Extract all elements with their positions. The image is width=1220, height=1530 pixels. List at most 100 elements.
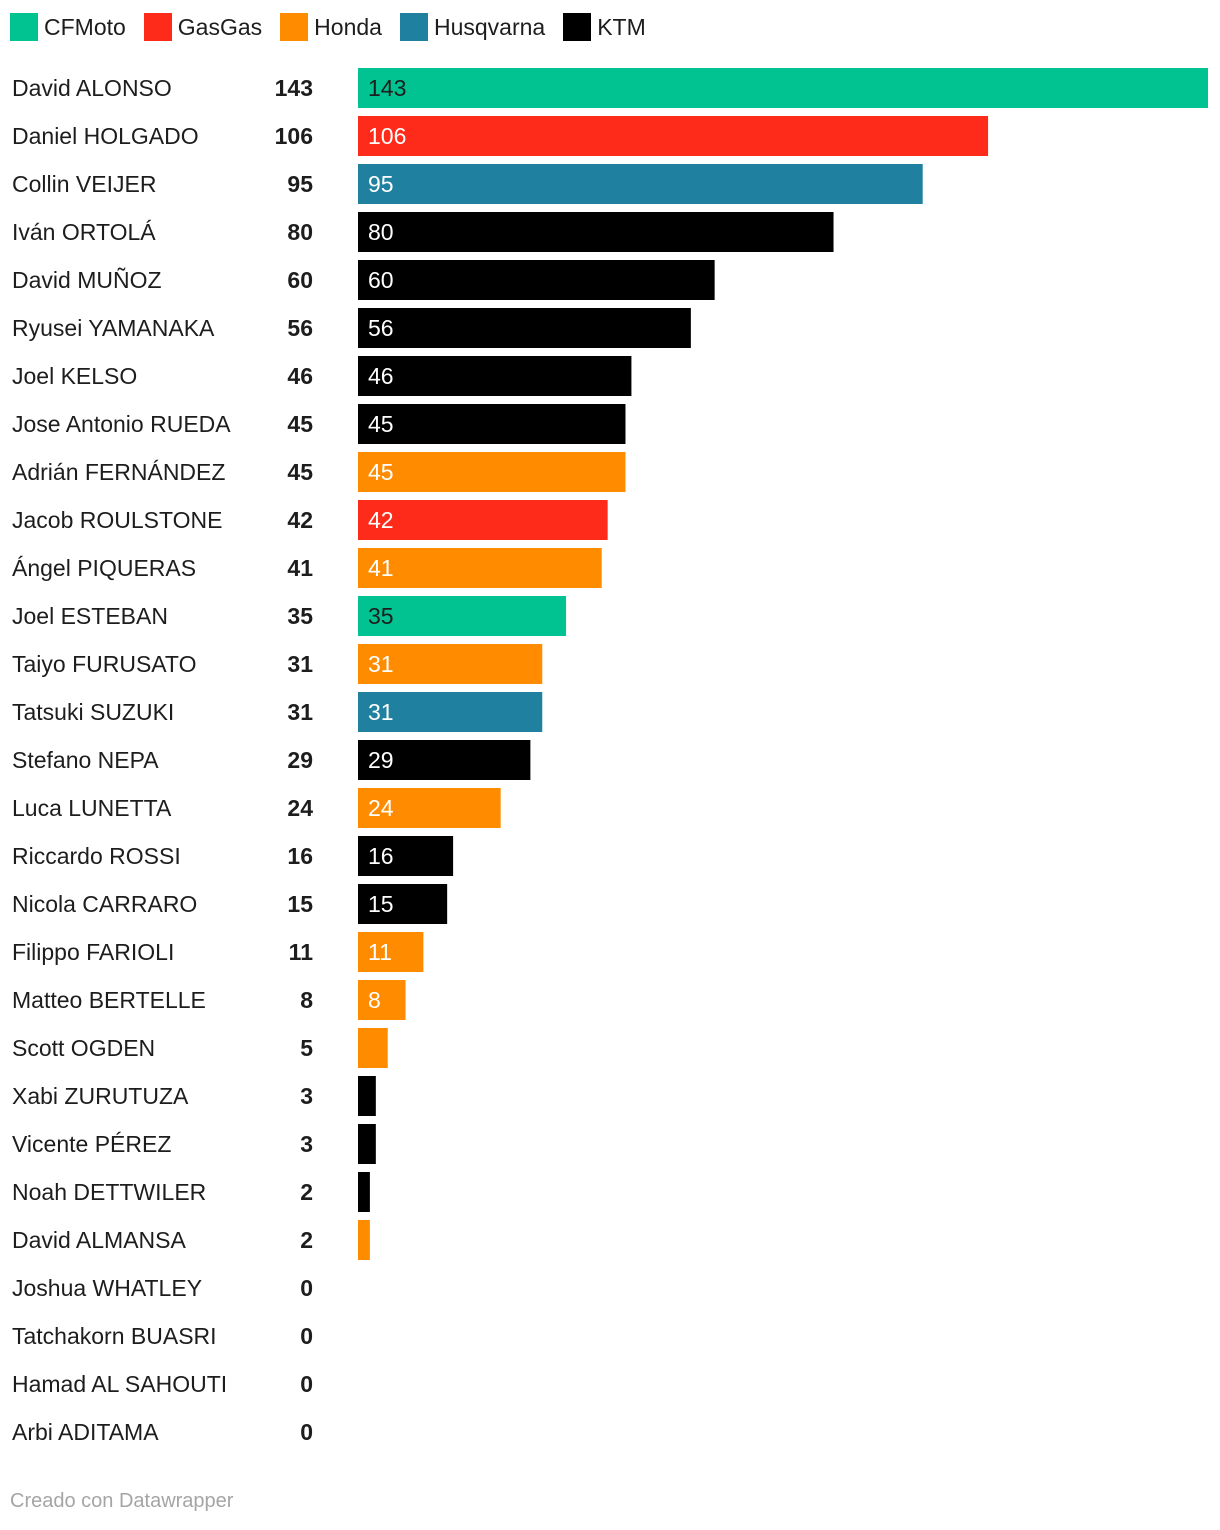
bar (358, 500, 608, 540)
bar (358, 740, 531, 780)
bar (358, 884, 448, 924)
bar (358, 308, 691, 348)
legend-swatch-husqvarna (399, 13, 428, 41)
bar-value-label: 24 (368, 795, 394, 821)
bar (358, 404, 626, 444)
rider-points: 2 (300, 1179, 313, 1205)
bar-value-label: 95 (368, 171, 394, 197)
rider-points: 8 (300, 987, 313, 1013)
rider-name: Joel ESTEBAN (12, 603, 168, 629)
rider-points: 95 (287, 171, 313, 197)
rider-points: 41 (287, 555, 313, 581)
bar-value-label: 56 (368, 315, 394, 341)
legend-swatch-honda (280, 13, 309, 41)
legend-item-gasgas: GasGas (143, 13, 262, 41)
bar-row-ryusei-yamanaka: Ryusei YAMANAKA 56 56 (12, 308, 691, 348)
rider-name: Ryusei YAMANAKA (12, 315, 215, 341)
bar-value-label: 45 (368, 459, 394, 485)
rider-points: 16 (287, 843, 313, 869)
rider-name: Stefano NEPA (12, 747, 159, 773)
rider-name: Adrián FERNÁNDEZ (12, 459, 225, 485)
bar-row-daniel-holgado: Daniel HOLGADO 106 106 (12, 116, 989, 156)
bar-value-label: 15 (368, 891, 394, 917)
bar (358, 596, 567, 636)
rider-name: Luca LUNETTA (12, 795, 172, 821)
bar-row-david-almansa: David ALMANSA 2 (12, 1220, 370, 1260)
bar-row-david-munoz: David MUÑOZ 60 60 (12, 260, 715, 300)
rider-name: Scott OGDEN (12, 1035, 155, 1061)
bar-value-label: 35 (368, 603, 394, 629)
rider-points: 60 (287, 267, 313, 293)
bar-row-adrian-fernandez: Adrián FERNÁNDEZ 45 45 (12, 452, 626, 492)
bar (358, 836, 454, 876)
rider-name: Nicola CARRARO (12, 891, 197, 917)
rider-name: Noah DETTWILER (12, 1179, 206, 1205)
legend-label-honda: Honda (314, 14, 382, 40)
bar-row-stefano-nepa: Stefano NEPA 29 29 (12, 740, 531, 780)
legend-item-honda: Honda (280, 13, 382, 41)
rider-points: 15 (287, 891, 313, 917)
legend-item-husqvarna: Husqvarna (399, 13, 546, 41)
bar-value-label: 16 (368, 843, 394, 869)
rider-name: Arbi ADITAMA (12, 1419, 159, 1445)
rider-points: 5 (300, 1035, 313, 1061)
rider-name: David ALMANSA (12, 1227, 187, 1253)
legend-item-cfmoto: CFMoto (10, 13, 126, 41)
rider-name: Jose Antonio RUEDA (12, 411, 231, 437)
rider-name: Joel KELSO (12, 363, 137, 389)
bar-row-nicola-carraro: Nicola CARRARO 15 15 (12, 884, 448, 924)
rider-points: 31 (287, 651, 313, 677)
rider-name: Joshua WHATLEY (12, 1275, 202, 1301)
rider-points: 11 (289, 939, 314, 965)
bar (358, 68, 1208, 108)
bar (358, 644, 543, 684)
legend-label-husqvarna: Husqvarna (433, 14, 546, 40)
legend-swatch-gasgas (143, 13, 172, 41)
bar-value-label: 29 (368, 747, 394, 773)
rider-name: Hamad AL SAHOUTI (12, 1371, 227, 1397)
rider-name: Vicente PÉREZ (12, 1131, 171, 1157)
bar-row-matteo-bertelle: Matteo BERTELLE 8 8 (12, 980, 406, 1020)
credit-text: Creado con Datawrapper (10, 1490, 234, 1512)
bar-row-angel-piqueras: Ángel PIQUERAS 41 41 (12, 548, 602, 588)
rider-points: 0 (300, 1419, 313, 1445)
bar-row-taiyo-furusato: Taiyo FURUSATO 31 31 (12, 644, 543, 684)
bar (358, 548, 602, 588)
bar (358, 1124, 376, 1164)
bar-row-arbi-aditama: Arbi ADITAMA 0 (12, 1419, 313, 1445)
rider-name: David MUÑOZ (12, 267, 162, 293)
rider-name: Iván ORTOLÁ (12, 219, 156, 245)
chart-legend: CFMoto GasGas Honda Husqvarna KTM (10, 12, 664, 42)
rider-points: 42 (287, 507, 313, 533)
bar-value-label: 106 (368, 123, 406, 149)
legend-swatch-ktm (563, 13, 592, 41)
bar-row-joshua-whatley: Joshua WHATLEY 0 (12, 1275, 313, 1301)
rider-name: Taiyo FURUSATO (12, 651, 196, 677)
rider-name: David ALONSO (12, 75, 172, 101)
bar (358, 1076, 376, 1116)
rider-name: Matteo BERTELLE (12, 987, 206, 1013)
bar-chart: David ALONSO 143 143 Daniel HOLGADO 106 106 Co… (12, 68, 1208, 1445)
rider-points: 0 (300, 1323, 313, 1349)
bar-value-label: 31 (368, 651, 394, 677)
bar-value-label: 45 (368, 411, 394, 437)
rider-points: 46 (287, 363, 313, 389)
rider-points: 31 (287, 699, 313, 725)
bar (358, 356, 632, 396)
rider-points: 35 (287, 603, 313, 629)
bar-value-label: 143 (368, 75, 406, 101)
rider-points: 24 (287, 795, 313, 821)
bar-row-riccardo-rossi: Riccardo ROSSI 16 16 (12, 836, 454, 876)
bar (358, 980, 406, 1020)
bar (358, 452, 626, 492)
rider-points: 0 (300, 1275, 313, 1301)
bar (358, 1172, 370, 1212)
bar-row-tatsuki-suzuki: Tatsuki SUZUKI 31 31 (12, 692, 543, 732)
bar-row-vicente-perez: Vicente PÉREZ 3 (12, 1124, 376, 1164)
rider-name: Xabi ZURUTUZA (12, 1083, 189, 1109)
bar-value-label: 11 (368, 939, 392, 965)
rider-points: 3 (300, 1131, 313, 1157)
bar-value-label: 80 (368, 219, 394, 245)
bar-row-joel-kelso: Joel KELSO 46 46 (12, 356, 632, 396)
rider-points: 3 (300, 1083, 313, 1109)
